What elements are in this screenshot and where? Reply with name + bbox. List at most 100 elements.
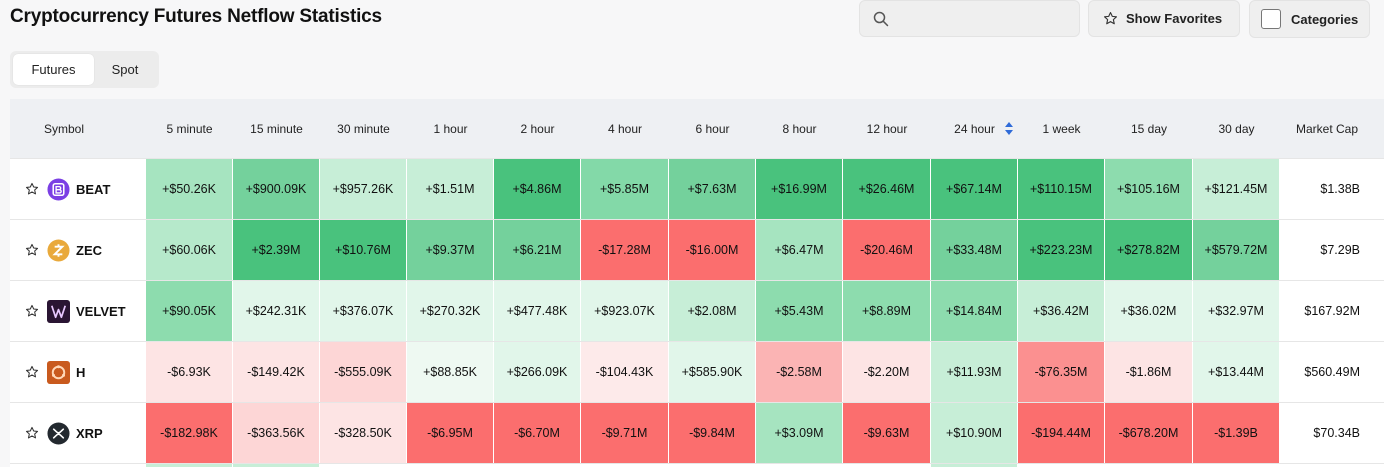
column-header[interactable]: Market Cap <box>1280 99 1374 158</box>
column-header[interactable]: 4 hour <box>581 99 669 158</box>
h-coin-icon <box>47 360 70 384</box>
market-cap-cell: $70.34B <box>1280 403 1374 463</box>
column-header[interactable]: 6 hour <box>669 99 756 158</box>
column-header[interactable]: 1 hour <box>407 99 494 158</box>
netflow-cell: -$6.95M <box>407 403 494 463</box>
netflow-cell: -$6.93K <box>146 342 233 402</box>
netflow-cell: +$923.07K <box>581 281 669 341</box>
column-header[interactable]: 5 minute <box>146 99 233 158</box>
symbol-cell[interactable]: XRP <box>10 403 146 463</box>
show-favorites-label: Show Favorites <box>1126 11 1223 26</box>
star-icon <box>1104 12 1117 25</box>
table-body: BEAT +$50.26K +$900.09K +$957.26K +$1.51M +$4… <box>10 158 1384 467</box>
symbol-cell[interactable]: BEAT <box>10 159 146 219</box>
netflow-cell: +$376.07K <box>320 281 407 341</box>
column-header-label: 2 hour <box>520 121 555 136</box>
netflow-cell: -$149.42K <box>233 342 320 402</box>
tab-spot[interactable]: Spot <box>111 62 139 77</box>
column-header-label: 15 minute <box>250 121 303 136</box>
netflow-cell: -$9.71M <box>581 403 669 463</box>
netflow-cell: -$194.44M <box>1018 403 1105 463</box>
column-header[interactable]: 8 hour <box>756 99 843 158</box>
page-title: Cryptocurrency Futures Netflow Statistic… <box>10 6 382 27</box>
netflow-cell: -$363.56K <box>233 403 320 463</box>
column-header[interactable]: 24 hour <box>931 99 1018 158</box>
favorite-star-icon[interactable] <box>25 243 39 257</box>
netflow-cell: +$10.90M <box>931 403 1018 463</box>
categories-button[interactable]: Categories <box>1249 0 1370 38</box>
symbol-label: XRP <box>76 425 103 441</box>
column-header[interactable]: 15 day <box>1105 99 1193 158</box>
table-row[interactable]: VELVET +$90.05K +$242.31K +$376.07K +$270.32… <box>10 280 1384 341</box>
netflow-cell: -$182.98K <box>146 403 233 463</box>
netflow-cell: +$60.06K <box>146 220 233 280</box>
netflow-cell: +$50.26K <box>146 159 233 219</box>
netflow-cell: -$328.50K <box>320 403 407 463</box>
beat-coin-icon <box>47 177 70 201</box>
show-favorites-button[interactable]: Show Favorites <box>1088 0 1240 37</box>
market-tabs: Futures Spot <box>10 51 159 88</box>
column-header-label: 15 day <box>1130 121 1168 136</box>
categories-checkbox[interactable] <box>1261 9 1281 29</box>
favorite-star-icon[interactable] <box>25 365 39 379</box>
column-header[interactable]: 1 week <box>1018 99 1105 158</box>
column-header-label: 1 hour <box>433 121 468 136</box>
netflow-cell: -$16.00M <box>669 220 756 280</box>
sort-icon[interactable] <box>1004 121 1014 136</box>
column-header-label: 4 hour <box>607 121 643 136</box>
symbol-cell[interactable]: VELVET <box>10 281 146 341</box>
netflow-cell: -$555.09K <box>320 342 407 402</box>
table-header: Symbol 5 minute 15 minute 30 minute 1 hour 2 … <box>10 99 1384 158</box>
netflow-cell: +$900.09K <box>233 159 320 219</box>
netflow-cell: +$6.47M <box>756 220 843 280</box>
table-row[interactable]: BEAT +$50.26K +$900.09K +$957.26K +$1.51M +$4… <box>10 158 1384 219</box>
column-header-label: 24 hour <box>954 121 995 136</box>
table-row[interactable]: ZEC +$60.06K +$2.39M +$10.76M +$9.37M +$6.21M… <box>10 219 1384 280</box>
netflow-cell: +$36.42M <box>1018 281 1105 341</box>
netflow-cell: -$2.20M <box>843 342 931 402</box>
netflow-cell: +$3.09M <box>756 403 843 463</box>
netflow-cell: +$121.45M <box>1193 159 1280 219</box>
column-header[interactable]: 2 hour <box>494 99 581 158</box>
favorite-star-icon[interactable] <box>25 182 39 196</box>
netflow-cell: +$13.44M <box>1193 342 1280 402</box>
column-header[interactable]: 30 minute <box>320 99 407 158</box>
xrp-coin-icon <box>47 421 70 445</box>
column-header[interactable]: Symbol <box>10 99 146 158</box>
market-cap-cell: $1.38B <box>1280 159 1374 219</box>
netflow-cell: +$32.97M <box>1193 281 1280 341</box>
column-header[interactable]: 12 hour <box>843 99 931 158</box>
tab-futures[interactable]: Futures <box>13 54 94 85</box>
column-header[interactable]: 15 minute <box>233 99 320 158</box>
netflow-cell: +$270.32K <box>407 281 494 341</box>
netflow-cell: +$67.14M <box>931 159 1018 219</box>
symbol-cell[interactable]: H <box>10 342 146 402</box>
symbol-label: BEAT <box>76 181 111 197</box>
column-header[interactable]: 30 day <box>1193 99 1280 158</box>
zec-coin-icon <box>47 238 70 262</box>
netflow-cell: +$110.15M <box>1018 159 1105 219</box>
netflow-cell: +$88.85K <box>407 342 494 402</box>
netflow-cell: -$76.35M <box>1018 342 1105 402</box>
netflow-cell: -$9.84M <box>669 403 756 463</box>
categories-label: Categories <box>1291 11 1359 27</box>
netflow-cell: -$1.86M <box>1105 342 1193 402</box>
market-cap-cell: $7.29B <box>1280 220 1374 280</box>
netflow-cell: -$6.70M <box>494 403 581 463</box>
column-header-label: 12 hour <box>866 121 908 136</box>
symbol-cell[interactable]: ZEC <box>10 220 146 280</box>
netflow-cell: +$6.21M <box>494 220 581 280</box>
netflow-cell: +$9.37M <box>407 220 494 280</box>
favorite-star-icon[interactable] <box>25 304 39 318</box>
favorite-star-icon[interactable] <box>25 426 39 440</box>
column-header-label: Symbol <box>44 121 85 136</box>
netflow-cell: +$585.90K <box>669 342 756 402</box>
market-cap-cell: $560.49M <box>1280 342 1374 402</box>
netflow-cell: +$26.46M <box>843 159 931 219</box>
search-input[interactable] <box>859 0 1080 37</box>
table-row[interactable]: H -$6.93K -$149.42K -$555.09K +$88.85K +$266.… <box>10 341 1384 402</box>
netflow-table: Symbol 5 minute 15 minute 30 minute 1 hour 2 … <box>10 99 1384 467</box>
netflow-cell: -$104.43K <box>581 342 669 402</box>
table-row[interactable]: XRP -$182.98K -$363.56K -$328.50K -$6.95M -$6… <box>10 402 1384 463</box>
netflow-cell: +$105.16M <box>1105 159 1193 219</box>
